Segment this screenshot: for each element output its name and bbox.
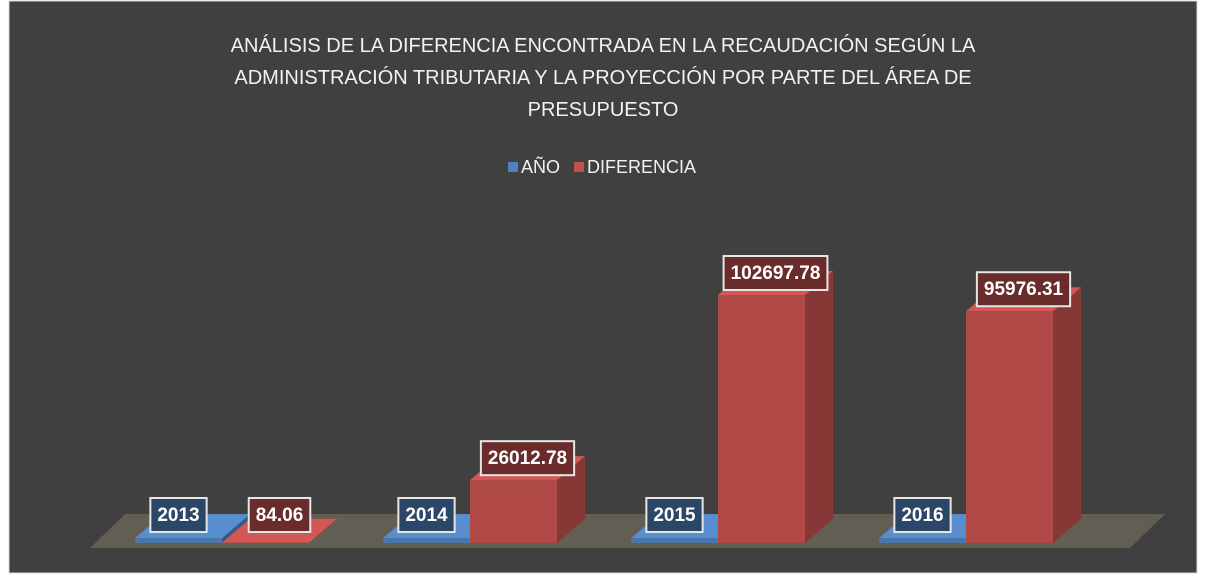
bar <box>718 295 805 543</box>
data-label-box <box>975 271 1072 308</box>
data-label-box <box>893 497 952 533</box>
data-label: 2015 <box>653 505 696 526</box>
bar <box>966 311 1053 543</box>
data-label: 102697.78 <box>731 263 821 284</box>
legend-label: AÑO <box>521 156 560 177</box>
bar-side <box>309 518 337 543</box>
bar <box>383 538 470 543</box>
data-label: 95976.31 <box>984 279 1064 300</box>
bar <box>879 538 966 543</box>
bar-side <box>557 456 585 543</box>
data-label-box <box>645 497 704 533</box>
bar-side <box>222 514 250 543</box>
data-label: 2013 <box>157 505 199 526</box>
data-label: 2014 <box>405 505 448 526</box>
data-label: 2016 <box>901 505 943 526</box>
chart-title: ANÁLISIS DE LA DIFERENCIA ENCONTRADA EN … <box>230 35 976 121</box>
legend-swatch <box>574 162 585 172</box>
data-label-box <box>397 497 456 533</box>
data-label-box <box>479 440 576 477</box>
data-label-box <box>247 497 312 533</box>
data-label: 84.06 <box>256 505 304 526</box>
data-label: 26012.78 <box>488 448 567 469</box>
legend-swatch <box>508 162 518 172</box>
bar-side <box>805 271 833 543</box>
bar <box>135 538 222 543</box>
data-label-box <box>722 255 829 291</box>
bar <box>631 538 718 543</box>
data-label-box <box>149 497 208 533</box>
bar-side <box>1053 287 1081 543</box>
bar <box>470 480 557 543</box>
legend-label: DIFERENCIA <box>587 157 696 177</box>
